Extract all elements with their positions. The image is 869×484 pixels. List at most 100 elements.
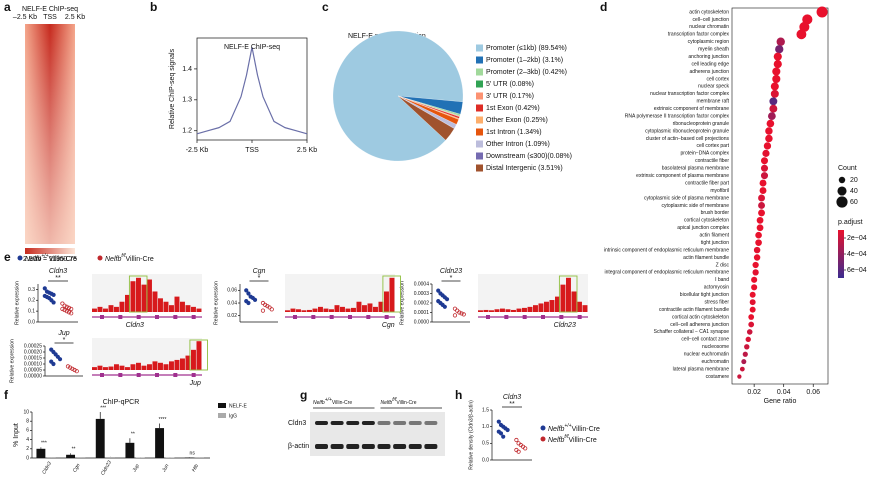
legend-swatch <box>476 164 483 172</box>
point <box>74 369 79 374</box>
track-bar <box>125 367 130 370</box>
legend-title: p.adjust <box>838 219 863 226</box>
y-axis-label: Relative expression <box>399 281 405 325</box>
y-tick-label: 0.06 <box>227 288 237 294</box>
dot <box>770 89 779 98</box>
legend-label: Promoter (2–3kb) (0.42%) <box>486 69 567 76</box>
dot <box>752 261 759 269</box>
exon <box>155 373 159 377</box>
track-bar <box>152 291 158 312</box>
term-label: extrinsic component of plasma membrane <box>636 173 729 179</box>
exon <box>384 315 389 319</box>
term-label: adherens junction <box>690 69 730 75</box>
y-tick-label: 0.02 <box>227 313 237 319</box>
y-tick-label: 0.0003 <box>414 291 430 297</box>
exon <box>173 373 178 377</box>
point <box>51 300 56 305</box>
point <box>260 308 266 313</box>
term-label: nuclear transcription factor complex <box>650 91 729 97</box>
point <box>69 306 74 312</box>
dot <box>744 344 750 350</box>
colorbar-label: 0.75 <box>63 256 77 263</box>
dot <box>746 329 753 335</box>
track-bar <box>103 308 108 312</box>
y-tick-label: 0.0004 <box>414 281 430 287</box>
point <box>244 288 249 293</box>
exon <box>486 315 490 319</box>
term-label: contractile actin filament bundle <box>659 307 729 313</box>
track-bar <box>500 308 505 312</box>
point <box>57 357 63 362</box>
blot-bg <box>310 412 445 456</box>
significance: ** <box>72 447 76 453</box>
y-tick-label: 0.0000 <box>414 319 430 325</box>
dot <box>755 239 762 246</box>
legend-dot <box>540 425 546 431</box>
legend-label: Nelfb+/+Villin-Cre <box>25 253 77 263</box>
track-bar <box>544 301 549 312</box>
exon <box>293 315 297 319</box>
exon <box>136 315 141 319</box>
significance: ** <box>131 432 135 438</box>
y-tick-label: 0.1 <box>28 308 35 314</box>
track-bar <box>174 359 180 370</box>
y-tick-label: 0.00005 <box>24 367 42 373</box>
dot <box>745 336 751 343</box>
track-bar <box>169 305 174 312</box>
term-label: tight junction <box>701 240 729 246</box>
column-label: –2.5 Kb <box>13 14 37 21</box>
driver: Villin-Cre <box>49 256 77 263</box>
legend-label: 60 <box>850 199 858 206</box>
track-bar <box>97 365 103 370</box>
term-label: cell leading edge <box>691 61 729 67</box>
y-axis-label: Relative density (Cldn3/β-actin) <box>468 400 474 470</box>
track-bar <box>511 309 516 312</box>
track-bg <box>285 274 395 312</box>
driver: Villin-Cre <box>126 256 154 263</box>
allele: +/+ <box>41 253 48 259</box>
track-bar <box>185 305 191 312</box>
dot <box>742 351 748 357</box>
y-tick-label: 6 <box>26 428 29 434</box>
term-label: anchoring junction <box>688 54 729 60</box>
lane-header: Nelfbf/fVillin-Cre <box>381 397 417 406</box>
term-label: myelin sheath <box>698 47 729 53</box>
track-bar <box>351 307 356 312</box>
significance: ns <box>190 451 196 457</box>
legend-label: 5′ UTR (0.08%) <box>486 81 534 88</box>
legend-dot <box>838 176 846 184</box>
column-label: 2.5 Kb <box>65 14 85 21</box>
band <box>408 421 422 425</box>
gene: Nelfb <box>25 256 41 263</box>
legend-swatch <box>476 68 483 76</box>
track-bar <box>582 305 588 312</box>
track-bar <box>196 308 202 312</box>
y-tick-label: 8 <box>26 419 29 425</box>
point <box>459 311 464 316</box>
allele: f/f <box>392 397 397 403</box>
highlight-box <box>558 275 578 313</box>
track-bar <box>136 277 141 312</box>
term-label: nuclear euchromatin <box>684 352 730 358</box>
x-tick-label: -2.5 Kb <box>186 147 209 154</box>
dot <box>758 201 765 209</box>
point <box>62 303 67 308</box>
panel-label: f <box>4 388 9 402</box>
legend-label: 1st Intron (1.34%) <box>486 129 542 136</box>
track-bar <box>312 308 318 312</box>
y-tick-label: 1.2 <box>182 128 192 135</box>
x-tick-label: Cldn3 <box>41 461 53 476</box>
term-label: actomyosin <box>704 285 730 291</box>
dot <box>756 216 764 224</box>
term-label: contractile fiber part <box>685 180 730 186</box>
n-label: N = 1195 <box>36 256 64 263</box>
track-bar <box>191 349 196 370</box>
heatmap-fade <box>25 24 75 244</box>
dot <box>751 276 758 283</box>
gene: Nelfb <box>313 400 325 406</box>
bar <box>106 457 116 458</box>
highlight-box <box>189 339 208 371</box>
track-bar <box>373 306 378 312</box>
significance: *** <box>41 441 47 447</box>
term-label: cell−cell junction <box>692 17 729 23</box>
